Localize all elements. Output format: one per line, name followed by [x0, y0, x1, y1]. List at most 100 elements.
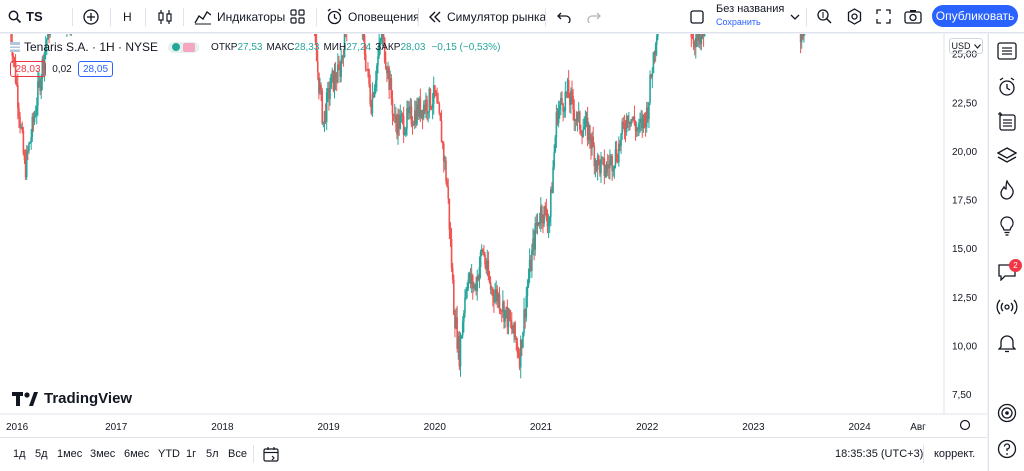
candle-body: [430, 107, 433, 109]
templates-icon: [290, 9, 305, 24]
time-tick-label: 2019: [317, 422, 340, 433]
alerts-panel-button[interactable]: [995, 75, 1019, 99]
range-button-1y[interactable]: 1г: [186, 448, 197, 460]
candle-body: [388, 67, 390, 90]
candle-body: [455, 317, 457, 329]
candle-body: [24, 159, 27, 178]
candle-body: [37, 81, 39, 107]
candle-body: [467, 279, 470, 289]
hotlists-button[interactable]: [995, 178, 1019, 202]
layout-name: Без названия: [716, 3, 785, 15]
range-button-all[interactable]: Все: [228, 448, 247, 460]
candle-body: [642, 114, 645, 129]
candle-body: [504, 310, 506, 322]
range-button-ytd[interactable]: YTD: [158, 448, 180, 460]
interval-button[interactable]: H: [123, 0, 132, 33]
candle-body: [693, 43, 696, 48]
market-status[interactable]: [168, 41, 200, 53]
candle-body: [542, 219, 544, 224]
range-button-6m[interactable]: 6мес: [124, 448, 150, 460]
candle-body: [597, 155, 600, 161]
candle-body: [523, 309, 525, 333]
goto-date-button[interactable]: [263, 437, 279, 471]
undo-button[interactable]: [557, 0, 571, 33]
notifications-button[interactable]: [995, 331, 1019, 355]
sell-button[interactable]: 28,03: [10, 61, 46, 77]
price-tick-label: 7,50: [952, 390, 972, 401]
candle-body: [526, 286, 529, 297]
candle-body: [466, 288, 468, 291]
candle-body: [650, 74, 652, 78]
candle-body: [395, 115, 397, 123]
range-button-1d[interactable]: 1д: [13, 448, 26, 460]
ideas-button[interactable]: [995, 214, 1019, 238]
templates-button[interactable]: [290, 0, 305, 33]
candle-body: [464, 297, 466, 314]
toolbar-divider: [145, 8, 146, 26]
candle-body: [477, 276, 480, 280]
watchlist-button[interactable]: [995, 39, 1019, 63]
candle-body: [446, 181, 448, 187]
candle-body: [612, 169, 615, 172]
toolbar-divider: [806, 8, 807, 26]
candle-body: [555, 111, 558, 138]
high-label: МАКС: [266, 41, 295, 53]
publish-button[interactable]: Опубликовать: [932, 5, 1018, 27]
layout-menu-button[interactable]: [790, 0, 800, 33]
candle-body: [40, 79, 43, 92]
price-tick-label: 10,00: [952, 341, 977, 352]
candle-body: [545, 208, 548, 219]
data-window-button[interactable]: [995, 143, 1019, 167]
candle-body: [620, 133, 622, 147]
symbol-title: Tenaris S.A. · 1H · NYSE: [24, 40, 159, 54]
candle-body: [566, 80, 569, 94]
time-tick-label: 2023: [742, 422, 765, 433]
candle-body: [444, 160, 446, 162]
gear-icon: [847, 8, 862, 25]
object-tree-button[interactable]: [995, 109, 1019, 133]
clock-timezone[interactable]: 18:35:35 (UTC+3): [835, 448, 924, 460]
alerts-button[interactable]: Оповещения: [326, 0, 420, 33]
range-button-5d[interactable]: 5д: [35, 448, 48, 460]
layout-name-button[interactable]: Без названия Сохранить: [716, 3, 784, 29]
currency-selector[interactable]: USD: [949, 38, 983, 54]
candle-body: [602, 157, 605, 159]
fullscreen-button[interactable]: [876, 0, 891, 33]
candle-body: [406, 108, 408, 129]
range-button-3m[interactable]: 3мес: [90, 448, 116, 460]
streams-button[interactable]: [995, 295, 1019, 319]
time-tick-label: 2016: [6, 422, 29, 433]
candle-body: [362, 34, 365, 36]
quick-search-button[interactable]: [816, 0, 833, 33]
symbol-label: TS: [26, 9, 43, 24]
candle-body: [478, 267, 481, 280]
adjust-button[interactable]: коррект.: [934, 448, 976, 460]
buy-button[interactable]: 28,05: [78, 61, 113, 77]
market-replay-button[interactable]: Симулятор рынка: [428, 0, 546, 33]
candle-body: [434, 85, 436, 93]
chart-pane[interactable]: [0, 34, 987, 437]
candle-body: [44, 45, 47, 53]
range-button-5y[interactable]: 5л: [206, 448, 219, 460]
market-replay-label: Симулятор рынка: [447, 9, 547, 24]
low-label: МИН: [323, 41, 347, 53]
layout-checkbox[interactable]: [690, 0, 704, 33]
symbol-search-button[interactable]: TS: [8, 0, 43, 33]
snapshot-button[interactable]: [904, 0, 922, 33]
help-button[interactable]: [995, 437, 1019, 461]
candle-body: [702, 34, 705, 36]
indicators-button[interactable]: Индикаторы: [194, 0, 285, 33]
time-tick-label: 2021: [530, 422, 553, 433]
candle-body: [475, 284, 477, 292]
candle-body: [492, 288, 494, 297]
chart-type-button[interactable]: [157, 0, 173, 33]
settings-button[interactable]: [846, 0, 863, 33]
candle-body: [640, 118, 642, 123]
candle-body: [654, 44, 657, 55]
tradingview-logo[interactable]: TradingView: [12, 390, 132, 407]
price-chart[interactable]: 7,50 10,00 12,50 15,00 17,50 20,00 22,50 25,00 2…: [0, 34, 987, 437]
redo-button[interactable]: [587, 0, 601, 33]
target-button[interactable]: [995, 401, 1019, 425]
range-button-1m[interactable]: 1мес: [57, 448, 83, 460]
compare-button[interactable]: [82, 0, 100, 33]
